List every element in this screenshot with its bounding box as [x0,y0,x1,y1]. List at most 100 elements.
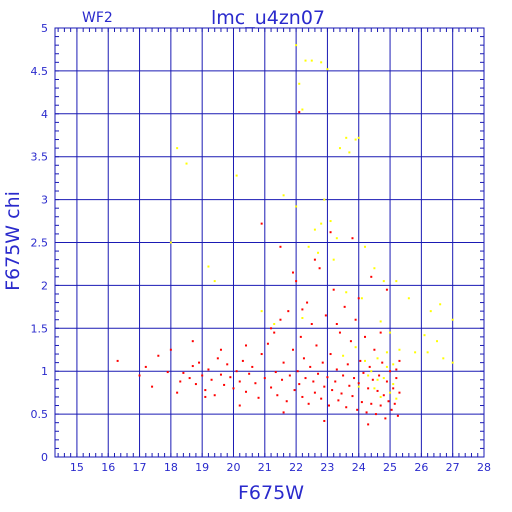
yellow-point [320,61,323,64]
red-point [312,380,315,383]
red-point [248,372,251,375]
red-point [288,374,291,377]
red-point [298,383,301,386]
red-point [351,395,354,398]
red-point [273,331,276,334]
x-tick-label: 27 [446,461,460,474]
yellow-point [320,222,323,225]
red-point [144,365,147,368]
red-point [235,370,238,373]
y-tick-label: 1 [41,365,48,378]
red-point [323,419,326,422]
red-point [392,387,395,390]
red-point [204,389,207,392]
yellow-point [295,205,298,208]
yellow-point [354,346,357,349]
yellow-point [373,387,376,390]
red-point [207,368,210,371]
red-point [332,288,335,291]
yellow-point [235,174,238,177]
red-point [298,111,301,114]
red-point [370,402,373,405]
yellow-point [185,162,188,165]
yellow-point [329,220,332,223]
red-point [260,353,263,356]
red-point [353,377,356,380]
yellow-point [407,297,410,300]
red-point [340,392,343,395]
red-point [356,408,359,411]
red-point [226,363,229,366]
red-point [370,275,373,278]
red-point [216,357,219,360]
yellow-point [335,237,338,240]
red-point [241,359,244,362]
red-point [343,305,346,308]
red-point [357,297,360,300]
plot-frame [54,27,485,458]
red-point [296,370,299,373]
red-point [302,357,305,360]
yellow-point [338,147,341,150]
y-tick-label: 1.5 [31,322,49,335]
red-point [348,384,351,387]
red-point [304,377,307,380]
x-tick-label: 20 [226,461,240,474]
red-point [306,301,309,304]
yellow-point [345,136,348,139]
red-point [338,331,341,334]
red-point [204,395,207,398]
y-tick-label: 5 [41,22,48,35]
red-point [359,359,362,362]
yellow-point [207,265,210,268]
red-point [191,340,194,343]
red-point [279,318,282,321]
red-point [362,371,365,374]
red-point [245,390,248,393]
red-point [270,386,273,389]
yellow-point [436,340,439,343]
yellow-point [395,397,398,400]
red-point [254,382,257,385]
x-tick-label: 23 [320,461,334,474]
red-point [327,404,330,407]
yellow-point [385,351,388,354]
red-point [301,308,304,311]
red-point [301,395,304,398]
yellow-point [389,391,392,394]
yellow-point [342,354,345,357]
red-point [270,327,273,330]
red-point [331,389,334,392]
red-point [368,365,371,368]
red-point [176,391,179,394]
red-point [198,361,201,364]
y-tick-label: 0 [41,451,48,464]
x-tick-label: 17 [133,461,147,474]
red-point [313,391,316,394]
x-tick-label: 28 [477,461,491,474]
yellow-point [357,136,360,139]
red-point [229,376,232,379]
yellow-point [273,323,276,326]
yellow-point [364,359,367,362]
yellow-point [282,194,285,197]
red-point [342,374,345,377]
yellow-point [364,245,367,248]
y-tick-label: 4 [41,108,48,121]
x-tick-label: 16 [101,461,115,474]
x-tick-label: 19 [195,461,209,474]
yellow-point [376,378,379,381]
red-point [373,348,376,351]
yellow-point [451,318,454,321]
yellow-point [392,363,395,366]
red-point [151,385,154,388]
red-point [395,368,398,371]
red-point [287,310,290,313]
red-point [182,371,185,374]
yellow-point [382,377,385,380]
red-point [257,396,260,399]
y-tick-label: 3 [41,194,48,207]
red-point [179,380,182,383]
x-tick-label: 18 [164,461,178,474]
red-point [317,372,320,375]
